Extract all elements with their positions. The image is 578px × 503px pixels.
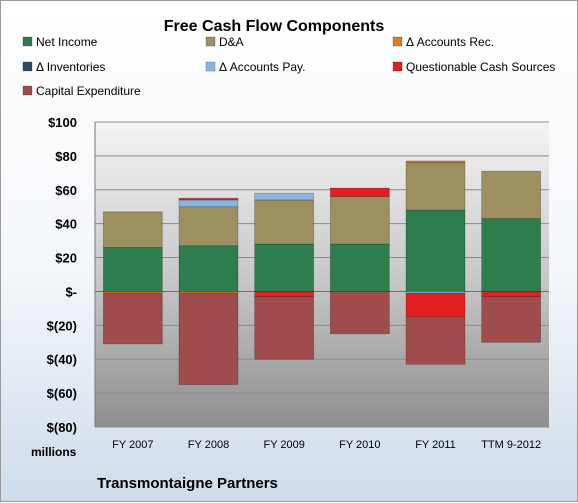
company-name: Transmontaigne Partners <box>97 475 278 492</box>
bar-segment <box>254 199 315 245</box>
bar-segment <box>178 245 239 292</box>
y-tick-label: $100 <box>48 115 77 130</box>
bar-segment <box>102 292 163 345</box>
legend-label: Net Income <box>36 35 98 49</box>
y-tick-label: $20 <box>55 251 77 266</box>
x-tick-label: FY 2009 <box>263 439 304 451</box>
legend-swatch <box>22 85 33 96</box>
bar-segment <box>405 160 466 164</box>
bar-segment <box>254 243 315 292</box>
legend-label: Δ Accounts Rec. <box>406 35 494 49</box>
legend-label: Δ Inventories <box>36 60 105 74</box>
bar-segment <box>254 192 315 201</box>
gridlines <box>95 121 549 428</box>
x-tick-label: FY 2008 <box>188 439 229 451</box>
legend: Net Income D&A Δ Accounts Rec. Δ Inventorie… <box>22 35 555 98</box>
legend-label: Capital Expenditure <box>36 84 141 98</box>
bar-segment <box>329 187 390 197</box>
bars <box>102 160 542 386</box>
y-tick-label: $(60) <box>47 386 77 401</box>
bar-segment <box>102 246 163 292</box>
bar-segment <box>405 209 466 292</box>
bar-segment <box>481 296 542 343</box>
y-axis: $100 $80 $60 $40 $20 $- $(20) $(40) $(60) $(80) <box>47 115 96 435</box>
bar-segment <box>405 292 466 318</box>
y-tick-label: $(20) <box>47 318 77 333</box>
bar-segment <box>329 196 390 245</box>
y-tick-label: $80 <box>55 149 77 164</box>
bar-segment <box>178 206 239 247</box>
bar-segment <box>481 218 542 292</box>
x-tick-label: FY 2007 <box>112 439 153 451</box>
x-axis: FY 2007 FY 2008 FY 2009 FY 2010 FY 2011 TTM 9… <box>112 439 541 451</box>
legend-label: D&A <box>219 35 244 49</box>
x-tick-label: FY 2010 <box>339 439 380 451</box>
legend-swatch <box>205 61 216 72</box>
bar-segment <box>481 170 542 219</box>
x-tick-label: FY 2011 <box>415 439 456 451</box>
legend-swatch <box>392 36 403 47</box>
legend-label: Δ Accounts Pay. <box>219 60 306 74</box>
y-tick-label: $(80) <box>47 420 77 435</box>
bar-segment <box>178 199 239 208</box>
bar-segment <box>254 296 315 360</box>
unit-label: millions <box>31 445 77 459</box>
bar-segment <box>178 197 239 201</box>
y-tick-label: $60 <box>55 183 77 198</box>
legend-label: Questionable Cash Sources <box>406 60 555 74</box>
bar-segment <box>481 291 542 297</box>
legend-swatch <box>205 36 216 47</box>
legend-swatch <box>22 61 33 72</box>
bar-segment <box>405 162 466 211</box>
bar-segment <box>405 316 466 365</box>
legend-swatch <box>22 36 33 47</box>
bar-segment <box>329 291 390 335</box>
bar-segment <box>102 211 163 248</box>
y-tick-label: $(40) <box>47 352 77 367</box>
plot-area <box>95 122 549 427</box>
y-tick-label: $40 <box>55 217 77 232</box>
bar-segment <box>254 291 315 297</box>
y-tick-label: $- <box>65 284 77 299</box>
legend-swatch <box>392 61 403 72</box>
bar-segment <box>178 292 239 386</box>
bar-segment <box>329 243 390 292</box>
chart-title: Free Cash Flow Components <box>164 18 385 35</box>
x-tick-label: TTM 9-2012 <box>481 439 541 451</box>
